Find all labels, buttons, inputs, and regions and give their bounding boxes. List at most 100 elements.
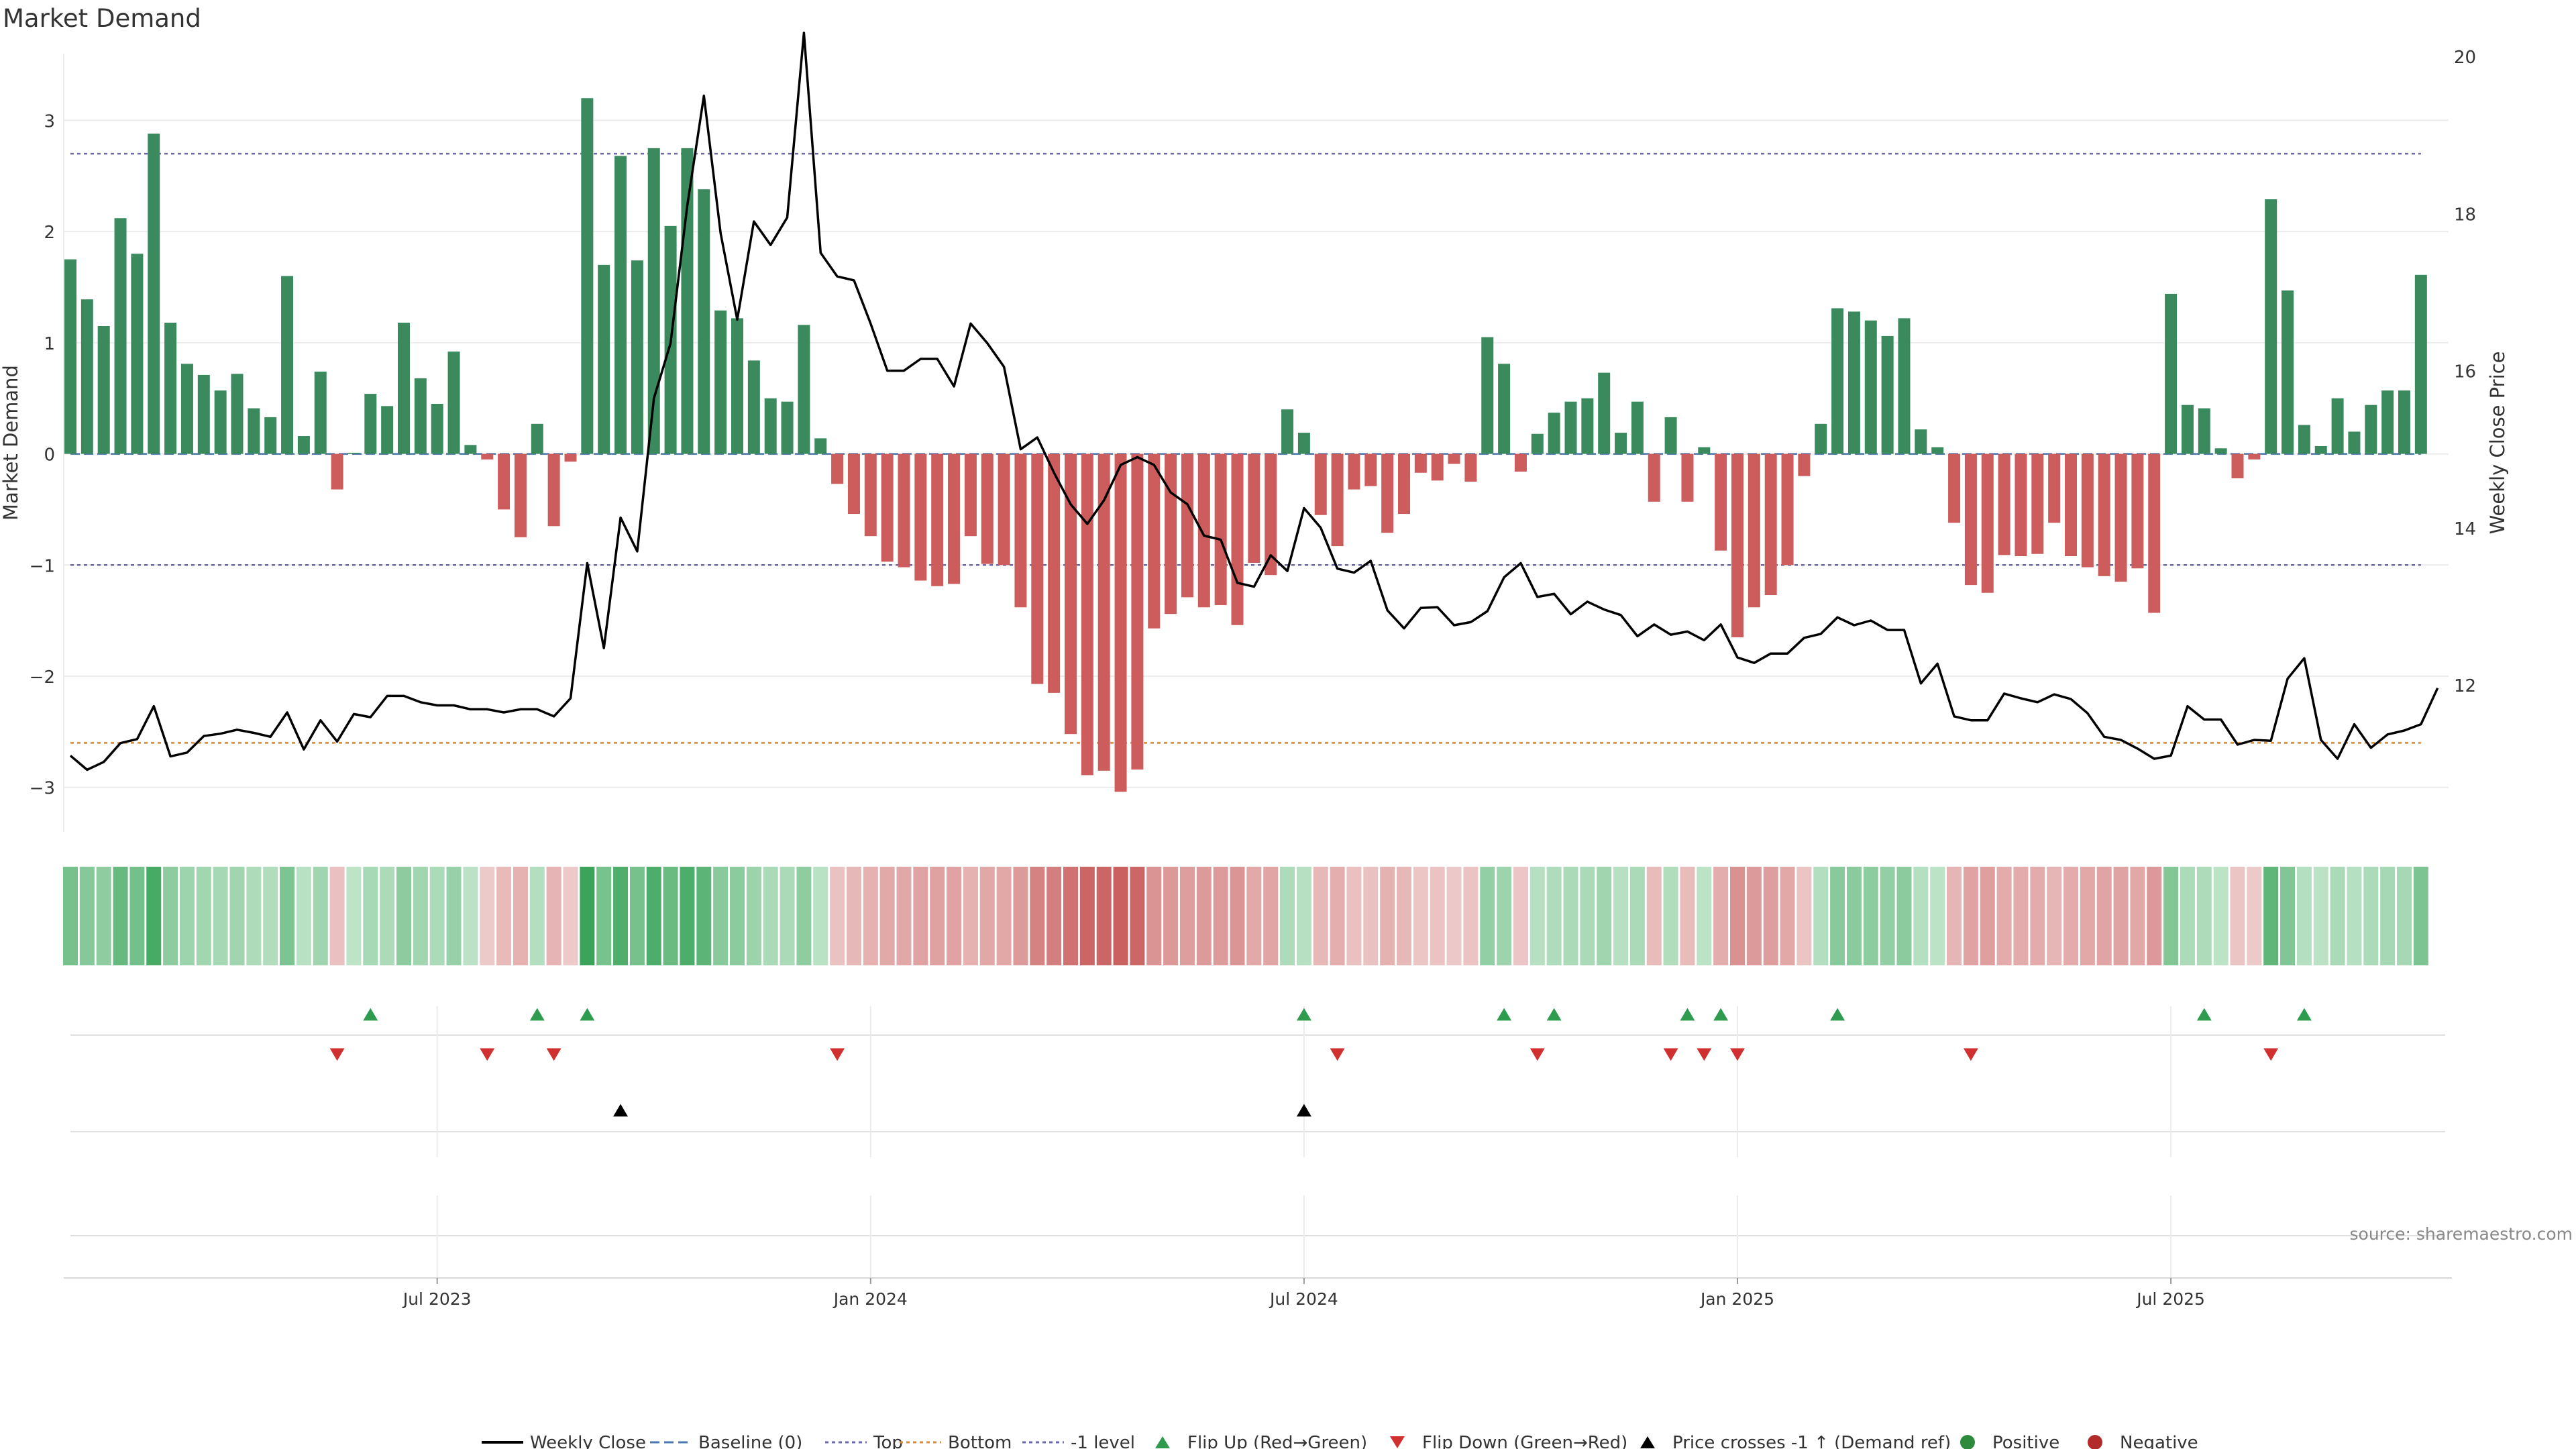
demand-bar [1781,453,1794,566]
heat-cell [813,867,828,965]
demand-bar [1048,453,1061,693]
demand-bar [1898,318,1911,454]
legend-label: Positive [1992,1433,2059,1449]
heat-cell [1996,867,2012,965]
legend-item: Price crosses -1 ↑ (Demand ref) [1640,1433,1951,1449]
heat-cell [2180,867,2195,965]
heat-cell [1597,867,1612,965]
demand-bar [2381,390,2394,454]
demand-bar [1881,335,1894,454]
heat-cell [1613,867,1629,965]
heat-cell [2397,867,2412,965]
demand-bar [231,374,244,454]
heat-cell [1046,867,1062,965]
heat-cell [1463,867,1479,965]
heat-cell [646,867,661,965]
heat-cell [1380,867,1395,965]
demand-bar [1798,453,1811,476]
heat-cell [2330,867,2345,965]
demand-bar [2231,453,2244,479]
demand-bar [1281,409,1294,454]
demand-bar [798,325,810,454]
demand-bar [197,374,210,454]
heat-cell [796,867,812,965]
y-tick-label: −1 [30,556,55,576]
y2-axis-label: Weekly Close Price [2486,352,2509,535]
heat-cell [846,867,861,965]
heat-cell [1746,867,1762,965]
demand-bar [2298,425,2310,454]
heat-cell [1880,867,1895,965]
heat-cell [1529,867,1545,965]
legend-item: -1 level [1022,1433,1135,1449]
heat-cell [63,867,78,965]
demand-bar [414,378,427,454]
demand-bar [1731,453,1743,637]
demand-bar [1265,453,1277,576]
heat-cell [1663,867,1678,965]
demand-bar [1414,453,1427,473]
flip-up-marker [1546,1008,1562,1021]
demand-bar [698,189,710,454]
heat-cell [280,867,295,965]
heat-cell [1863,867,1878,965]
y-tick-label: 1 [44,334,55,354]
demand-bar [1864,320,1877,454]
demand-bar [647,148,660,454]
demand-bar [2198,408,2210,454]
heat-cell [730,867,745,965]
heat-cell [246,867,262,965]
demand-bar [80,299,93,454]
heat-cell [2013,867,2029,965]
demand-bar [131,254,144,454]
demand-bar [981,453,994,564]
flip-down-marker [830,1048,845,1061]
heat-cell [1013,867,1028,965]
source-label: source: sharemaestro.com [2350,1224,2573,1244]
flip-up-marker [580,1008,595,1021]
demand-bar [814,438,827,454]
heat-cell [96,867,111,965]
demand-bar [2165,293,2178,454]
demand-bar [931,453,944,586]
demand-bar [364,394,377,454]
heat-cell [696,867,712,965]
heat-cell [1697,867,1712,965]
legend: Weekly Close Baseline (0) Top Bottom -1 leve… [482,1433,2198,1449]
demand-bar [331,453,343,490]
price-cross-marker [1296,1104,1311,1117]
heat-cell [480,867,495,965]
flip-down-marker [2263,1048,2279,1061]
demand-bar [1398,453,1410,515]
heat-cell [363,867,378,965]
demand-bar [1381,453,1394,533]
demand-bar [547,453,560,527]
legend-label: Negative [2120,1433,2198,1449]
legend-triangle-up-icon [1640,1436,1655,1448]
demand-bar [781,401,794,454]
demand-bar [2314,445,2327,454]
y2-tick-label: 18 [2454,205,2476,225]
heat-cell [1846,867,1862,965]
flip-up-marker [363,1008,378,1021]
heat-cell [2063,867,2078,965]
demand-bar [381,406,394,454]
demand-bar [447,352,460,454]
demand-bar [1464,453,1477,482]
demand-bar [681,148,694,454]
legend-label: Bottom [948,1433,1012,1449]
heat-cell [463,867,478,965]
demand-bar [1231,453,1244,625]
demand-bar [1598,372,1611,454]
heat-cell [979,867,995,965]
demand-bar [481,453,494,460]
demand-bar [2065,453,2077,557]
demand-bar [864,453,877,537]
demand-bars [64,98,2427,792]
heat-cell [546,867,561,965]
demand-bar [731,318,743,454]
heat-cell [2296,867,2312,965]
heat-cell [1146,867,1162,965]
demand-bar [1031,453,1044,684]
demand-bar [1764,453,1777,596]
